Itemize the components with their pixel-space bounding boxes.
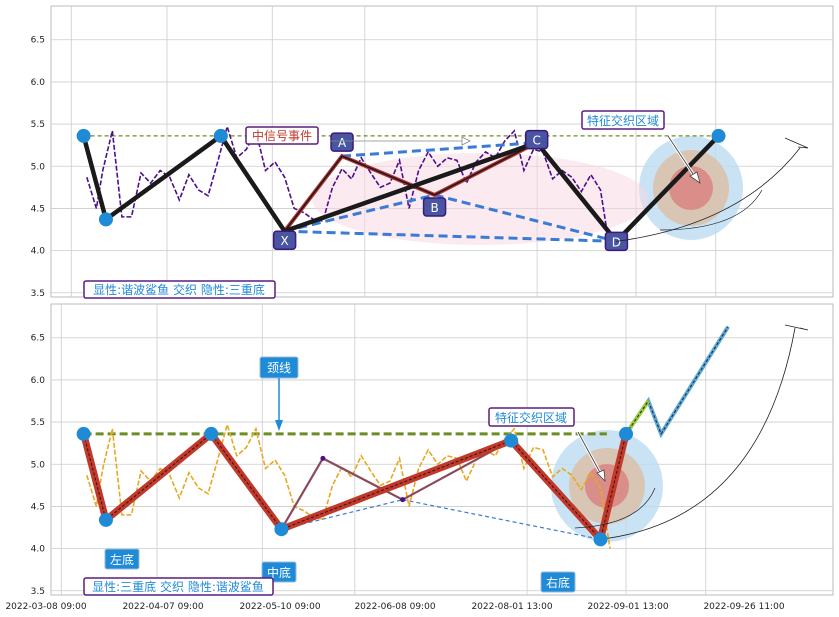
x-tick-label: 2022-04-07 09:00 (122, 602, 203, 612)
top-status-box (83, 280, 276, 299)
top-point-label: C (532, 134, 540, 148)
top-y-tick-label: 6.5 (31, 36, 45, 46)
bottom-projection-curve-inner (574, 487, 656, 529)
bottom-status-box (83, 577, 274, 596)
bottom-y-tick-label: 4.0 (31, 545, 46, 555)
right-bottom-label-box (540, 571, 576, 593)
signal-arrow (330, 136, 471, 146)
bottom-projection-tip (784, 324, 809, 331)
top-projection-curve (616, 147, 801, 242)
top-point-label: X (281, 234, 289, 248)
top-point-label: D (612, 235, 621, 249)
bottom-zone-label-box (488, 407, 575, 427)
top-y-tick-label: 3.5 (31, 289, 45, 299)
x-tick-label: 2022-05-10 09:00 (239, 602, 320, 612)
top-price-line (86, 123, 611, 251)
bottom-zone-arrow (577, 431, 604, 479)
top-point-label-box (422, 197, 447, 217)
bottom-zigzag-node (504, 433, 519, 448)
top-y-tick-label: 4.0 (31, 247, 46, 257)
top-point-label: B (430, 201, 438, 215)
neckline-arrowhead (275, 420, 283, 431)
top-pattern-dashed (284, 193, 435, 233)
top-zigzag-node (76, 128, 91, 143)
x-tick-label: 2022-08-01 13:00 (471, 602, 552, 612)
top-status-label: 显性:谐波鲨鱼 交织 隐性:三重底 (93, 282, 265, 297)
bottom-zigzag-node (274, 522, 289, 537)
bottom-plot-frame (50, 303, 834, 596)
x-tick-label: 2022-03-08 09:00 (5, 602, 86, 612)
x-tick-label: 2022-06-08 09:00 (354, 602, 435, 612)
x-tick-label: 2022-09-26 11:00 (703, 602, 784, 612)
bottom-zone-label: 特征交织区域 (495, 410, 567, 425)
top-projection-tip (784, 137, 809, 149)
bottom-projection-core (625, 326, 729, 436)
neckline-label: 颈线 (267, 361, 291, 375)
bottom-zigzag-node (204, 426, 219, 441)
top-point-label-box (272, 230, 297, 250)
left-bottom-label-box (104, 548, 140, 570)
bottom-y-tick-label: 3.5 (31, 587, 45, 597)
signal-label-box (245, 126, 319, 145)
middle-bottom-label: 中底 (267, 565, 291, 580)
top-zone-arrow (667, 135, 698, 181)
top-zigzag-node (213, 128, 228, 143)
top-pattern-dashed (434, 193, 617, 243)
top-zigzag-node (711, 128, 726, 143)
bottom-status-label: 显性:三重底 交织 隐性:谐波鲨鱼 (92, 579, 264, 594)
bottom-y-tick-label: 6.5 (31, 334, 45, 344)
top-zone-arrowhead (689, 171, 701, 184)
top-y-tick-label: 6.0 (31, 78, 46, 88)
bottom-projection-curve (600, 327, 796, 540)
x-tick-label: 2022-09-01 13:00 (587, 602, 668, 612)
bottom-pattern-node (400, 497, 406, 503)
bottom-zone-arrowhead (596, 469, 606, 483)
top-y-tick-label: 5.0 (31, 162, 46, 172)
bottom-y-tick-label: 5.0 (31, 460, 46, 470)
top-pattern-dashed (341, 141, 537, 158)
top-zone-label: 特征交织区域 (587, 113, 659, 128)
top-y-tick-label: 4.5 (31, 204, 45, 214)
bottom-y-tick-label: 6.0 (31, 376, 46, 386)
bottom-zigzag-node (619, 426, 633, 441)
left-bottom-label: 左底 (110, 552, 134, 567)
bottom-zigzag-node (98, 512, 113, 527)
right-bottom-label: 右底 (546, 575, 570, 590)
bottom-y-tick-label: 5.5 (31, 418, 45, 428)
bottom-y-tick-label: 4.5 (31, 502, 45, 512)
bottom-zigzag-node (593, 532, 608, 547)
signal-label: 中信号事件 (252, 128, 312, 143)
top-zigzag-node (98, 212, 113, 227)
top-zone-label-box (581, 110, 665, 130)
top-point-label: A (338, 136, 347, 150)
top-point-label-box (330, 132, 354, 152)
bottom-pattern-node (320, 455, 326, 461)
top-y-tick-label: 5.5 (31, 120, 45, 130)
bottom-pattern-leg (280, 439, 512, 530)
bottom-price-line (86, 421, 611, 549)
middle-bottom-label-box (261, 561, 297, 583)
top-point-label-box (524, 129, 549, 150)
bottom-zigzag-node (76, 426, 91, 441)
top-projection-curve-inner (659, 189, 763, 231)
bottom-pattern-dashed (402, 499, 601, 540)
